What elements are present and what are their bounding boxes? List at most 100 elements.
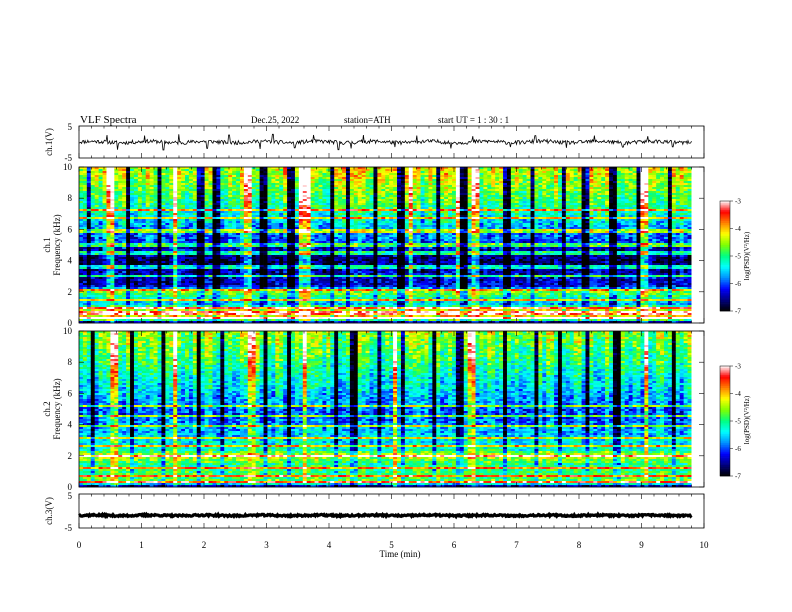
spectrogram-cell	[149, 315, 154, 318]
spectrogram-cell	[294, 265, 300, 268]
spectrogram-cell	[232, 203, 237, 206]
spectrogram-cell	[141, 239, 147, 242]
spectrogram-cell	[133, 195, 139, 198]
spectrogram-cell	[255, 241, 260, 244]
spectrogram-cell	[236, 167, 241, 170]
spectrogram-cell	[165, 305, 170, 308]
spectrogram-cell	[243, 251, 249, 254]
spectrogram-cell	[212, 309, 217, 312]
spectrogram-cell	[263, 275, 268, 278]
spectrogram-cell	[90, 271, 96, 274]
spectrogram-cell	[188, 167, 194, 170]
spectrogram-cell	[200, 173, 205, 176]
spectrogram-cell	[318, 257, 323, 260]
spectrogram-cell	[255, 319, 260, 322]
spectrogram-cell	[216, 181, 221, 184]
spectrogram-cell	[251, 239, 256, 242]
spectrogram-cell	[149, 197, 154, 200]
spectrogram-cell	[82, 295, 88, 298]
spectrogram-cell	[153, 195, 158, 198]
spectrogram-cell	[192, 245, 198, 248]
spectrogram-cell	[173, 189, 178, 192]
spectrogram-cell	[102, 317, 107, 320]
spectrogram-cell	[204, 265, 209, 268]
spectrogram-cell	[181, 177, 186, 180]
spectrogram-cell	[102, 189, 107, 192]
spectrogram-cell	[310, 247, 315, 250]
spectrogram-cell	[279, 211, 284, 214]
spectrogram-cell	[122, 249, 127, 252]
spectrogram-cell	[291, 221, 296, 224]
spectrogram-cell	[208, 241, 213, 244]
spectrogram-cell	[291, 177, 296, 180]
spectrogram-cell	[200, 309, 205, 312]
spectrogram-cell	[279, 319, 284, 322]
spectrogram-cell	[130, 251, 135, 254]
spectrogram-cell	[216, 203, 221, 206]
spectrogram-cell	[82, 285, 88, 288]
spectrogram-cell	[126, 281, 131, 284]
spectrogram-cell	[275, 187, 280, 190]
spectrogram-cell	[185, 243, 190, 246]
spectrogram-cell	[310, 307, 315, 310]
spectrogram-cell	[196, 225, 202, 228]
spectrogram-cell	[165, 299, 170, 302]
spectrogram-cell	[106, 215, 111, 218]
spectrogram-cell	[110, 277, 115, 280]
spectrogram-cell	[228, 235, 233, 238]
spectrogram-cell	[200, 305, 205, 308]
spectrogram-cell	[247, 239, 253, 242]
spectrogram-cell	[192, 247, 198, 250]
spectrogram-cell	[294, 285, 300, 288]
spectrogram-cell	[275, 213, 280, 216]
spectrogram-cell	[220, 187, 225, 190]
spectrogram-cell	[243, 243, 249, 246]
spectrogram-cell	[130, 247, 135, 250]
spectrogram-cell	[267, 229, 272, 232]
spectrogram-cell	[110, 297, 115, 300]
spectrogram-cell	[126, 283, 131, 286]
spectrogram-cell	[149, 259, 154, 262]
spectrogram-cell	[185, 295, 190, 298]
spectrogram-cell	[247, 263, 253, 266]
spectrogram-cell	[157, 209, 162, 212]
spectrogram-cell	[279, 261, 284, 264]
spectrogram-cell	[165, 199, 170, 202]
spectrogram-cell	[141, 205, 147, 208]
spectrogram-cell	[149, 311, 154, 314]
spectrogram-cell	[106, 241, 111, 244]
spectrogram-cell	[220, 251, 225, 254]
spectrogram-cell	[228, 271, 233, 274]
spectrogram-cell	[173, 261, 178, 264]
spectrogram-cell	[275, 169, 280, 172]
spectrogram-cell	[106, 189, 111, 192]
spectrogram-cell	[314, 285, 319, 288]
spectrogram-cell	[212, 315, 217, 318]
spectrogram-cell	[173, 273, 178, 276]
spectrogram-cell	[267, 273, 272, 276]
spectrogram-cell	[106, 305, 111, 308]
spectrogram-cell	[247, 241, 253, 244]
spectrogram-cell	[236, 259, 241, 262]
spectrogram-cell	[251, 297, 256, 300]
spectrogram-cell	[208, 297, 213, 300]
spectrogram-cell	[294, 177, 300, 180]
spectrogram-cell	[165, 209, 170, 212]
spectrogram-cell	[90, 263, 96, 266]
spectrogram-cell	[208, 271, 213, 274]
spectrogram-cell	[291, 269, 296, 272]
spectrogram-cell	[114, 183, 119, 186]
spectrogram-cell	[314, 297, 319, 300]
spectrogram-cell	[314, 205, 319, 208]
spectrogram-cell	[279, 321, 284, 324]
spectrogram-cell	[310, 201, 315, 204]
spectrogram-cell	[271, 211, 276, 214]
spectrogram-cell	[318, 185, 323, 188]
spectrogram-cell	[291, 187, 296, 190]
spectrogram-cell	[141, 271, 147, 274]
spectrogram-cell	[306, 275, 311, 278]
spectrogram-cell	[291, 257, 296, 260]
spectrogram-cell	[137, 173, 143, 176]
spectrogram-cell	[212, 245, 217, 248]
spectrogram-cell	[302, 231, 308, 234]
